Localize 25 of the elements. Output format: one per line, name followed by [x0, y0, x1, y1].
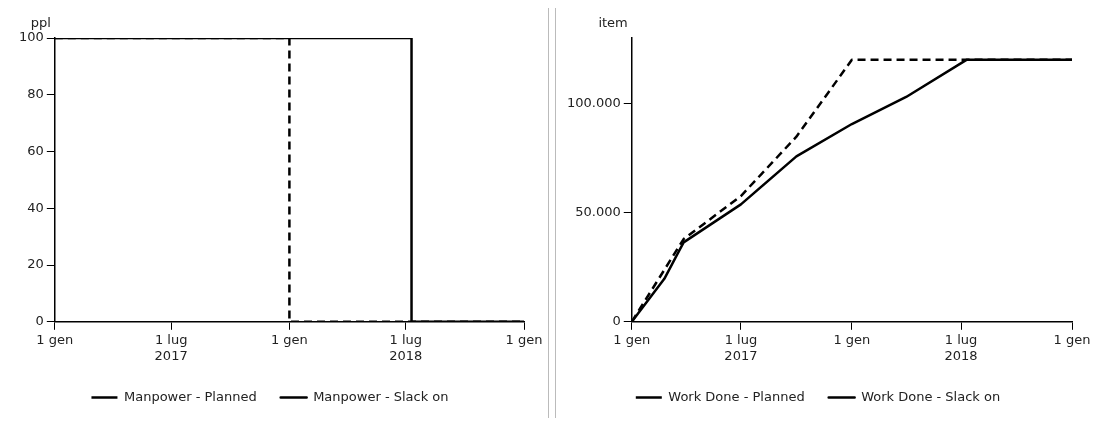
x-tick-label: 1 lug 2018: [389, 331, 423, 363]
x-tick-label: 1 gen: [613, 331, 651, 347]
x-tick-label: 1 gen: [833, 331, 871, 347]
y-axis-title: item: [598, 14, 628, 30]
x-tick-label: 1 gen: [505, 331, 543, 347]
x-tick-label: 1 lug 2017: [154, 331, 188, 363]
legend-label: Manpower - Planned: [123, 388, 257, 404]
y-tick-label: 0: [612, 313, 621, 329]
y-tick-label: 80: [27, 86, 44, 102]
x-tick-label: 1 gen: [36, 331, 74, 347]
x-tick-label: 1 lug 2017: [724, 331, 758, 363]
y-tick-label: 60: [27, 142, 44, 158]
y-tick-label: 50.000: [575, 204, 621, 220]
y-axis-title: ppl: [30, 14, 51, 30]
x-tick-label: 1 gen: [1053, 331, 1091, 347]
x-tick-label: 1 lug 2018: [944, 331, 978, 363]
x-tick-label: 1 gen: [270, 331, 308, 347]
y-tick-label: 20: [27, 256, 44, 272]
legend-label: Work Done - Planned: [668, 388, 805, 404]
legend-label: Work Done - Slack on: [861, 388, 1001, 404]
y-tick-label: 100: [18, 29, 44, 45]
legend-label: Manpower - Slack on: [313, 388, 449, 404]
y-tick-label: 100.000: [566, 94, 621, 110]
y-tick-label: 0: [35, 313, 44, 329]
y-tick-label: 40: [27, 199, 44, 215]
